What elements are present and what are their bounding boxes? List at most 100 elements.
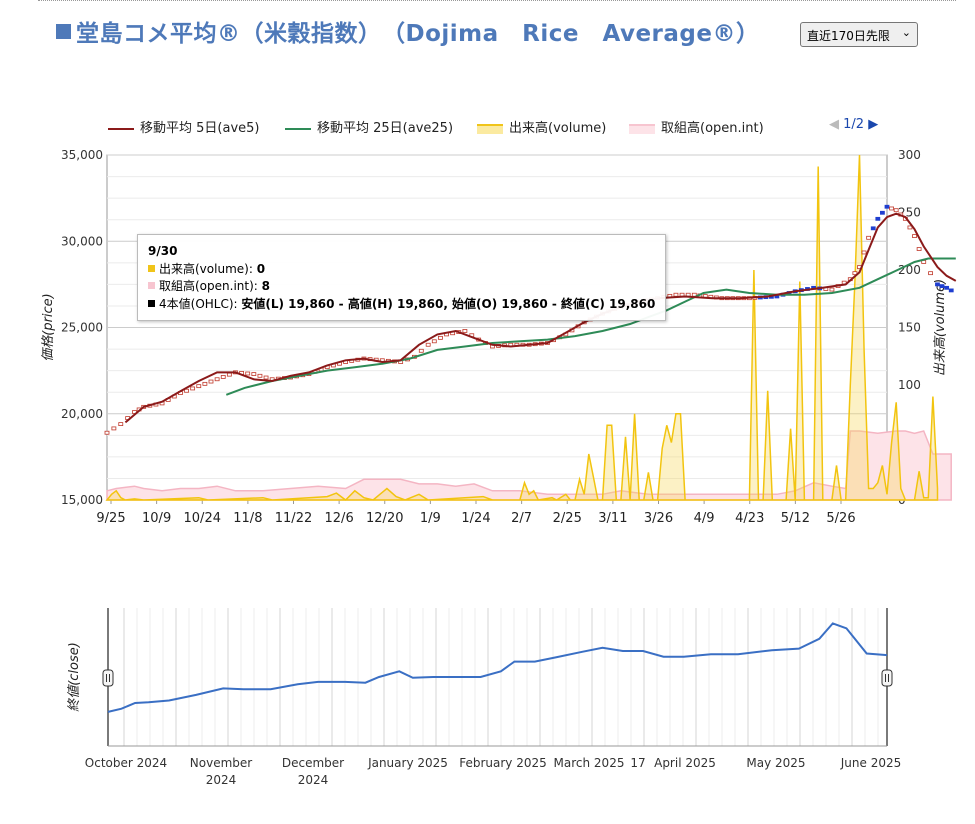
next-page-icon[interactable]: ▶ [868, 117, 879, 132]
candle-mark [944, 285, 950, 290]
candle-mark [462, 329, 468, 333]
x-tick-label: 2/25 [553, 511, 582, 526]
y-tick-label: 20,000 [61, 407, 103, 421]
candle-mark [196, 384, 202, 389]
y2-tick-label: 250 [898, 206, 921, 220]
volume-dot-icon [148, 264, 155, 272]
x-tick-label: 3/26 [644, 511, 673, 526]
x-tick-label: 1/9 [420, 511, 441, 526]
nav-x-tick-label: 2024 [298, 773, 329, 787]
candle-mark [893, 208, 899, 213]
pager-text: 1/2 [843, 117, 865, 132]
candle-mark [912, 234, 917, 238]
title-square-icon [56, 24, 71, 39]
candle-mark [202, 381, 208, 386]
candle-mark [673, 292, 679, 297]
range-select[interactable]: 直近170日先限 ⌄ [800, 22, 918, 47]
nav-handle [102, 669, 114, 687]
range-select-value: 直近170日先限 [807, 29, 890, 43]
nav-x-tick-label: January 2025 [367, 756, 448, 770]
legend-line-icon [108, 127, 134, 130]
candle-mark [425, 342, 431, 347]
candle-mark [916, 247, 922, 251]
page-title: 堂島コメ平均®（米穀指数） （Dojima Rice Average®） [56, 14, 759, 48]
candle-mark [870, 226, 876, 231]
page-title-text: 堂島コメ平均®（米穀指数） （Dojima Rice Average®） [76, 21, 760, 47]
tooltip-date: 9/30 [148, 244, 178, 258]
candle-mark [418, 348, 424, 353]
candle-mark [226, 372, 232, 377]
legend-item-openint[interactable]: 取組高(open.int) [629, 117, 764, 136]
prev-page-icon[interactable]: ◀ [829, 117, 839, 132]
y2-tick-label: 150 [898, 321, 921, 335]
y-tick-label: 30,000 [61, 234, 103, 248]
nav-x-tick-label: November [190, 756, 252, 770]
tooltip-ohlc-label: 4本値(OHLC): [159, 296, 242, 311]
legend-item-volume[interactable]: 出来高(volume) [477, 117, 606, 136]
y-tick-label: 25,000 [61, 321, 103, 335]
top-divider [38, 0, 956, 1]
nav-x-tick-label: April 2025 [654, 756, 716, 770]
candle-mark [190, 386, 196, 391]
openint-dot-icon [148, 282, 155, 289]
candle-mark [431, 339, 437, 344]
x-tick-label: 4/9 [694, 511, 715, 526]
y2-tick-label: 300 [898, 148, 921, 162]
nav-x-tick-label: 17 [630, 756, 645, 770]
nav-series-close [107, 622, 888, 713]
candle-mark [889, 206, 894, 211]
y2-axis-title: 出来高(volume) [933, 279, 948, 376]
candle-mark [875, 216, 881, 221]
nav-handle [881, 669, 893, 687]
x-tick-label: 5/26 [826, 511, 855, 526]
nav-y-axis-title: 終値(close) [67, 642, 82, 712]
legend-label: 取組高(open.int) [661, 121, 764, 136]
candle-mark [220, 375, 226, 379]
legend-label: 出来高(volume) [509, 121, 607, 136]
legend-pager: ◀ 1/2 ▶ [829, 117, 878, 132]
x-tick-label: 12/6 [325, 511, 354, 526]
candle-mark [928, 271, 933, 276]
y2-tick-label: 100 [898, 378, 921, 392]
y-tick-label: 15,000 [61, 493, 103, 507]
legend-item-ave25[interactable]: 移動平均 25日(ave25) [285, 117, 453, 136]
candle-mark [263, 375, 269, 380]
candle-mark [829, 287, 835, 292]
series-ave5 [124, 212, 957, 424]
legend-area-icon [629, 123, 655, 134]
tooltip-openint-row: 取組高(open.int): 8 [148, 278, 655, 296]
candle-mark [438, 335, 443, 340]
x-tick-label: 10/24 [184, 511, 221, 526]
tooltip: 9/30 出来高(volume): 0 取組高(open.int): 8 4本値… [137, 234, 666, 321]
candle-mark [111, 426, 117, 431]
nav-x-tick-label: October 2024 [85, 756, 167, 770]
candle-mark [104, 430, 110, 435]
nav-x-tick-label: June 2025 [840, 756, 902, 770]
x-tick-label: 4/23 [735, 511, 764, 526]
tooltip-volume-label: 出来高(volume): [159, 261, 257, 276]
candle-mark [866, 235, 872, 240]
legend-label: 移動平均 5日(ave5) [140, 121, 260, 136]
candle-mark [251, 372, 257, 376]
candle-mark [948, 288, 954, 293]
candle-mark [245, 371, 251, 376]
x-tick-label: 11/8 [233, 511, 262, 526]
legend-label: 移動平均 25日(ave25) [317, 121, 454, 136]
candle-mark [257, 373, 263, 378]
tooltip-volume-row: 出来高(volume): 0 [148, 261, 655, 279]
nav-x-tick-label: 2024 [206, 773, 237, 787]
candle-mark [884, 204, 890, 209]
series-ave25 [225, 257, 956, 396]
candle-mark [214, 377, 220, 382]
x-tick-label: 12/20 [366, 511, 403, 526]
legend-item-ave5[interactable]: 移動平均 5日(ave5) [108, 117, 259, 136]
ohlc-dot-icon [148, 299, 155, 307]
price-chart[interactable]: 15,00020,00025,00030,00035,0000501001502… [0, 0, 975, 560]
y-axis-title: 価格(price) [41, 293, 56, 362]
candle-mark [935, 282, 940, 287]
x-tick-label: 3/11 [598, 511, 627, 526]
candle-mark [880, 210, 885, 215]
tooltip-volume-value: 0 [256, 261, 266, 276]
tooltip-ohlc-row: 4本値(OHLC): 安値(L) 19,860 - 高値(H) 19,860, … [148, 296, 655, 314]
candle-mark [184, 388, 189, 393]
